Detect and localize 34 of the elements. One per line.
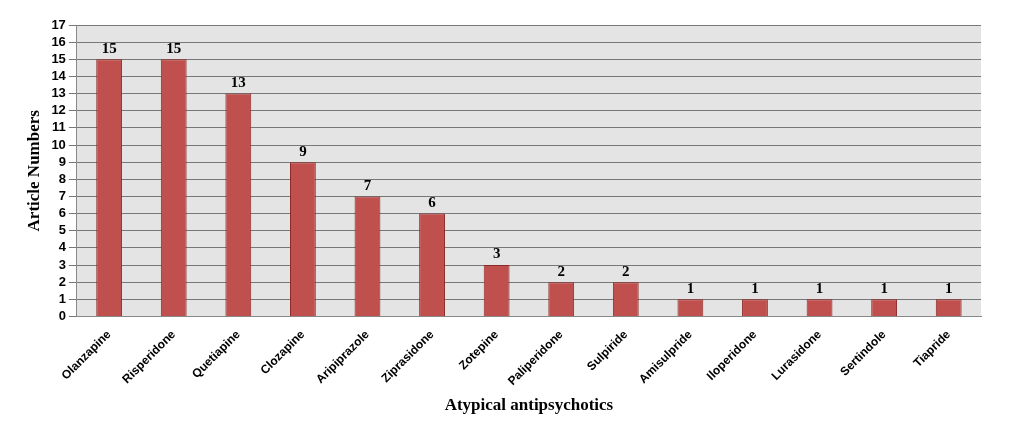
y-tick-label: 2 (58, 273, 66, 289)
y-tick-label: 16 (51, 33, 66, 49)
data-label: 7 (363, 176, 372, 193)
y-tick-label: 0 (58, 308, 66, 324)
x-axis-title: Atypical antipsychotics (444, 395, 614, 415)
data-label: 15 (166, 39, 182, 56)
y-tick-label: 5 (58, 222, 66, 238)
data-label: 1 (815, 279, 824, 296)
y-tick-label: 11 (52, 119, 66, 135)
data-label: 1 (880, 279, 888, 296)
y-tick-label: 4 (58, 239, 67, 255)
y-tick-label: 17 (51, 16, 66, 32)
data-label: 9 (299, 142, 307, 159)
y-tick-label: 10 (51, 136, 66, 152)
y-tick-label: 7 (58, 188, 66, 204)
y-tick-label: 3 (58, 256, 66, 272)
y-tick-label: 14 (51, 68, 67, 84)
data-label: 15 (101, 39, 117, 56)
data-label: 2 (557, 262, 565, 279)
data-label: 1 (944, 279, 953, 296)
y-tick-label: 6 (58, 205, 66, 221)
data-label: 6 (428, 193, 437, 210)
data-label: 3 (492, 245, 501, 262)
y-tick-label: 1 (58, 290, 66, 306)
y-tick-label: 9 (58, 153, 66, 169)
y-axis-title: Article Numbers (23, 109, 43, 232)
data-label: 2 (622, 262, 630, 279)
data-label: 1 (686, 279, 695, 296)
y-tick-label: 13 (51, 85, 66, 101)
y-tick-label: 12 (51, 102, 66, 118)
data-label: 1 (751, 279, 759, 296)
y-tick-label: 8 (58, 170, 66, 186)
y-tick-label: 15 (51, 50, 66, 66)
data-label: 13 (230, 73, 246, 90)
